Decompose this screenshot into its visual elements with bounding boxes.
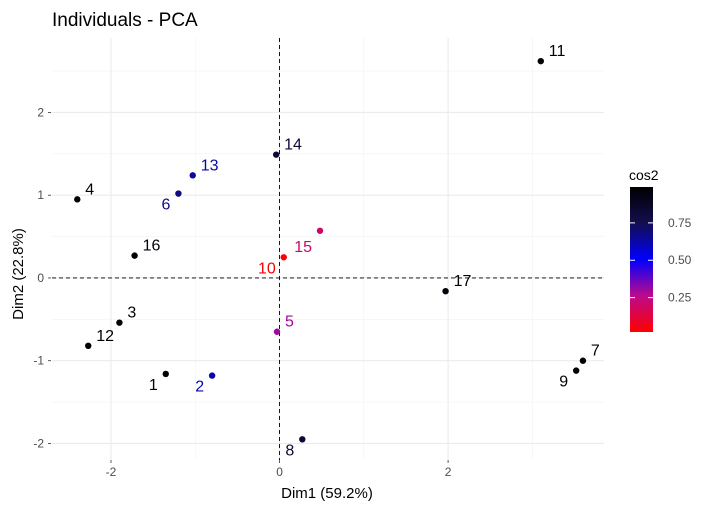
legend-title: cos2 [629,167,659,183]
data-label-2: 2 [195,379,204,396]
chart-title: Individuals - PCA [52,10,198,31]
legend-tick-label: 0.75 [668,216,692,230]
x-axis-title: Dim1 (59.2%) [281,485,373,502]
x-tick-label: -2 [106,465,117,479]
data-point-15 [316,227,324,234]
data-label-8: 8 [285,442,294,459]
data-label-16: 16 [143,238,161,255]
x-axis-ticks: -2 0 2 [106,460,452,479]
data-label-3: 3 [127,305,136,322]
data-point-13 [189,172,196,179]
data-point-9 [572,367,580,374]
data-label-1: 1 [149,377,158,394]
data-label-11: 11 [549,43,566,60]
data-label-5: 5 [285,314,294,331]
y-tick-label: -2 [33,436,44,450]
data-label-14: 14 [284,137,302,154]
y-axis-ticks: -2 -1 0 1 2 [33,105,51,450]
data-point-2 [208,372,216,379]
legend-ticks: 0.25 0.50 0.75 [630,216,692,305]
data-label-4: 4 [85,181,94,198]
data-label-9: 9 [559,374,568,391]
data-point-17 [442,288,449,295]
legend-colorbar [630,187,653,332]
x-tick-label: 0 [276,465,283,479]
y-axis-title: Dim2 (22.8%) [10,228,27,320]
y-tick-label: 0 [37,271,44,285]
data-point-3 [116,319,123,326]
data-label-13: 13 [201,157,219,174]
data-point-10 [280,254,287,261]
y-tick-label: 2 [37,105,44,119]
minor-gridlines [52,38,604,460]
data-point-12 [85,342,92,350]
data-label-10: 10 [258,260,276,277]
data-point-14 [272,151,280,158]
data-label-12: 12 [96,328,114,345]
data-label-6: 6 [162,197,171,214]
legend-tick-label: 0.50 [668,253,692,267]
x-tick-label: 2 [445,465,452,479]
data-point-5 [273,328,281,335]
data-point-1 [162,370,169,378]
data-label-7: 7 [591,343,600,360]
major-gridlines [52,38,604,460]
data-point-6 [175,190,182,197]
y-tick-label: -1 [33,354,44,368]
data-label-15: 15 [294,239,312,256]
data-label-17: 17 [454,273,472,290]
data-point-16 [131,252,138,259]
data-points [74,57,587,443]
reference-lines [52,38,604,460]
y-tick-label: 1 [37,188,44,202]
data-point-7 [579,357,587,364]
data-point-8 [299,436,306,443]
legend-tick-label: 0.25 [668,291,692,305]
color-legend: cos2 0.25 0.50 0.75 [629,167,692,332]
data-point-4 [74,196,81,203]
data-point-11 [537,57,544,65]
